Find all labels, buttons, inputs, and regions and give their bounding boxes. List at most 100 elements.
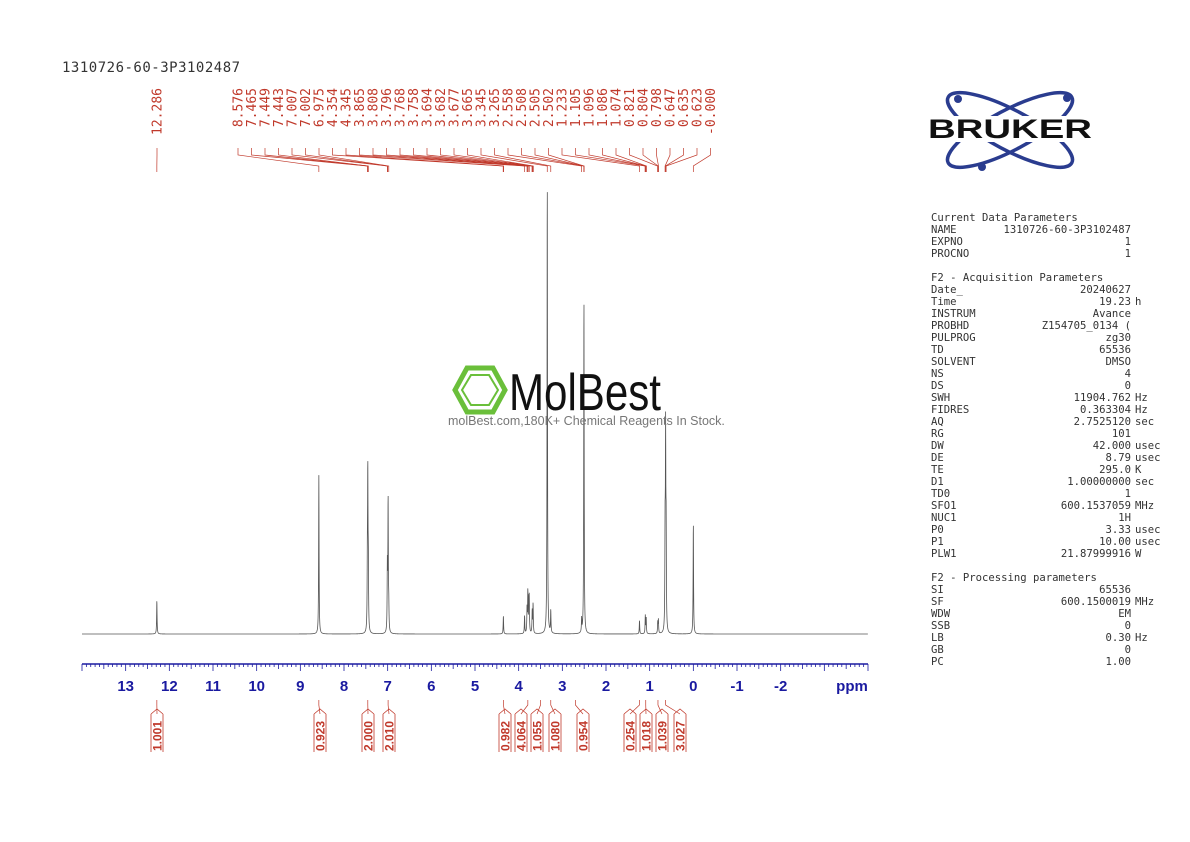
param-unit (1131, 368, 1171, 380)
x-tick-label: 11 (205, 678, 221, 695)
peak-label: 7.007 (286, 88, 301, 127)
param-key: D1 (931, 476, 944, 488)
param-unit: Hz (1135, 632, 1148, 644)
param-value: 1 (1124, 236, 1131, 248)
peak-label: 2.505 (529, 88, 544, 127)
peak-label: 3.758 (407, 88, 422, 127)
param-key: DS (931, 380, 944, 392)
peak-leader (629, 148, 658, 172)
peak-leader (318, 148, 390, 172)
param-value: 1.00000000 (1067, 476, 1131, 488)
x-tick-label: 12 (161, 678, 178, 695)
peak-label: 0.623 (691, 88, 706, 127)
x-tick-label: 7 (383, 678, 391, 695)
peak-leader (521, 148, 585, 172)
param-key: SSB (931, 620, 951, 632)
peak-label: 3.768 (394, 88, 409, 127)
peak-leader (665, 148, 684, 172)
integral-leader (657, 700, 663, 715)
peak-label: 4.354 (326, 88, 341, 127)
spectrum-trace (82, 192, 868, 635)
param-row: NUC1 1H (931, 512, 1171, 524)
param-value: 0.363304 (1079, 404, 1131, 416)
param-unit: usec (1135, 536, 1161, 548)
param-row: SWH 11904.762 Hz (931, 392, 1171, 404)
param-unit (1131, 320, 1171, 332)
param-unit (1131, 608, 1171, 620)
param-row: SI 65536 (931, 584, 1171, 596)
integral-bracket (313, 708, 327, 752)
param-row: PC 1.00 (931, 656, 1171, 668)
integral-value: 0.254 (624, 721, 638, 751)
param-key: DE (931, 452, 944, 464)
param-key: Time (931, 296, 957, 308)
param-row: RG 101 (931, 428, 1171, 440)
param-unit: MHz (1135, 596, 1155, 608)
peak-label: 0.647 (664, 88, 679, 127)
peak-label: 1.074 (610, 88, 625, 127)
peak-leader (561, 148, 640, 172)
integral-bracket (655, 708, 669, 752)
param-row: WDW EM (931, 608, 1171, 620)
param-value: 101 (1111, 428, 1131, 440)
peak-leader (305, 148, 388, 172)
peak-label: 3.665 (461, 88, 476, 127)
peak-label: 3.865 (353, 88, 368, 127)
param-unit: usec (1135, 452, 1161, 464)
peak-label: 1.105 (569, 88, 584, 127)
param-key: LB (931, 632, 944, 644)
integral-leader (629, 700, 640, 715)
peak-label: 0.798 (650, 88, 665, 127)
param-key: DW (931, 440, 944, 452)
integral-leader (665, 700, 681, 715)
integral-value: 1.055 (531, 721, 545, 751)
param-row: FIDRES 0.363304 Hz (931, 404, 1171, 416)
param-row: PLW1 21.87999916 W (931, 548, 1171, 560)
param-unit (1131, 332, 1171, 344)
param-key: AQ (931, 416, 944, 428)
peak-label: 7.002 (299, 88, 314, 127)
param-value: 1 (1124, 248, 1131, 260)
peak-leader (507, 148, 582, 172)
param-value: 1 (1124, 488, 1131, 500)
param-unit: MHz (1135, 500, 1155, 512)
param-unit: K (1135, 464, 1142, 476)
integral-value: 1.080 (549, 721, 563, 751)
param-unit (1131, 308, 1171, 320)
param-row: PULPROG zg30 (931, 332, 1171, 344)
param-row: Time 19.23 h (931, 296, 1171, 308)
peak-leader (345, 148, 504, 172)
peak-leader (332, 148, 504, 172)
nmr-spectrum-chart: 12.286 8.5767.4657.4497.4437.0077.0026.97… (81, 88, 869, 752)
peak-leader (656, 148, 659, 172)
param-key: SI (931, 584, 944, 596)
param-unit (1131, 380, 1171, 392)
param-key: PLW1 (931, 548, 957, 560)
integral-bracket (498, 708, 512, 752)
peak-label: 7.465 (245, 88, 260, 127)
param-unit: Hz (1135, 392, 1148, 404)
peak-leader (372, 148, 528, 172)
param-value: 600.1500019 (1060, 596, 1131, 608)
integral-leader (318, 700, 321, 715)
peak-leader (359, 148, 525, 172)
peak-label: 2.502 (542, 88, 557, 127)
peak-label: 6.975 (313, 88, 328, 127)
param-key: FIDRES (931, 404, 970, 416)
peak-label: 3.694 (421, 88, 436, 127)
param-unit (1131, 428, 1171, 440)
param-unit (1131, 284, 1171, 296)
integral-value: 2.000 (362, 721, 376, 751)
peak-leader (413, 148, 530, 172)
param-unit (1131, 512, 1171, 524)
param-value: 1.00 (1105, 656, 1131, 668)
peak-leader-layer (156, 148, 711, 172)
x-tick-label: 0 (689, 678, 697, 695)
param-unit: sec (1135, 416, 1155, 428)
param-row: TD 65536 (931, 344, 1171, 356)
param-key: TD (931, 344, 944, 356)
param-unit: usec (1135, 440, 1161, 452)
x-tick-label: 4 (514, 678, 523, 695)
param-row: SFO1 600.1537059 MHz (931, 500, 1171, 512)
integral-bracket (548, 708, 562, 752)
